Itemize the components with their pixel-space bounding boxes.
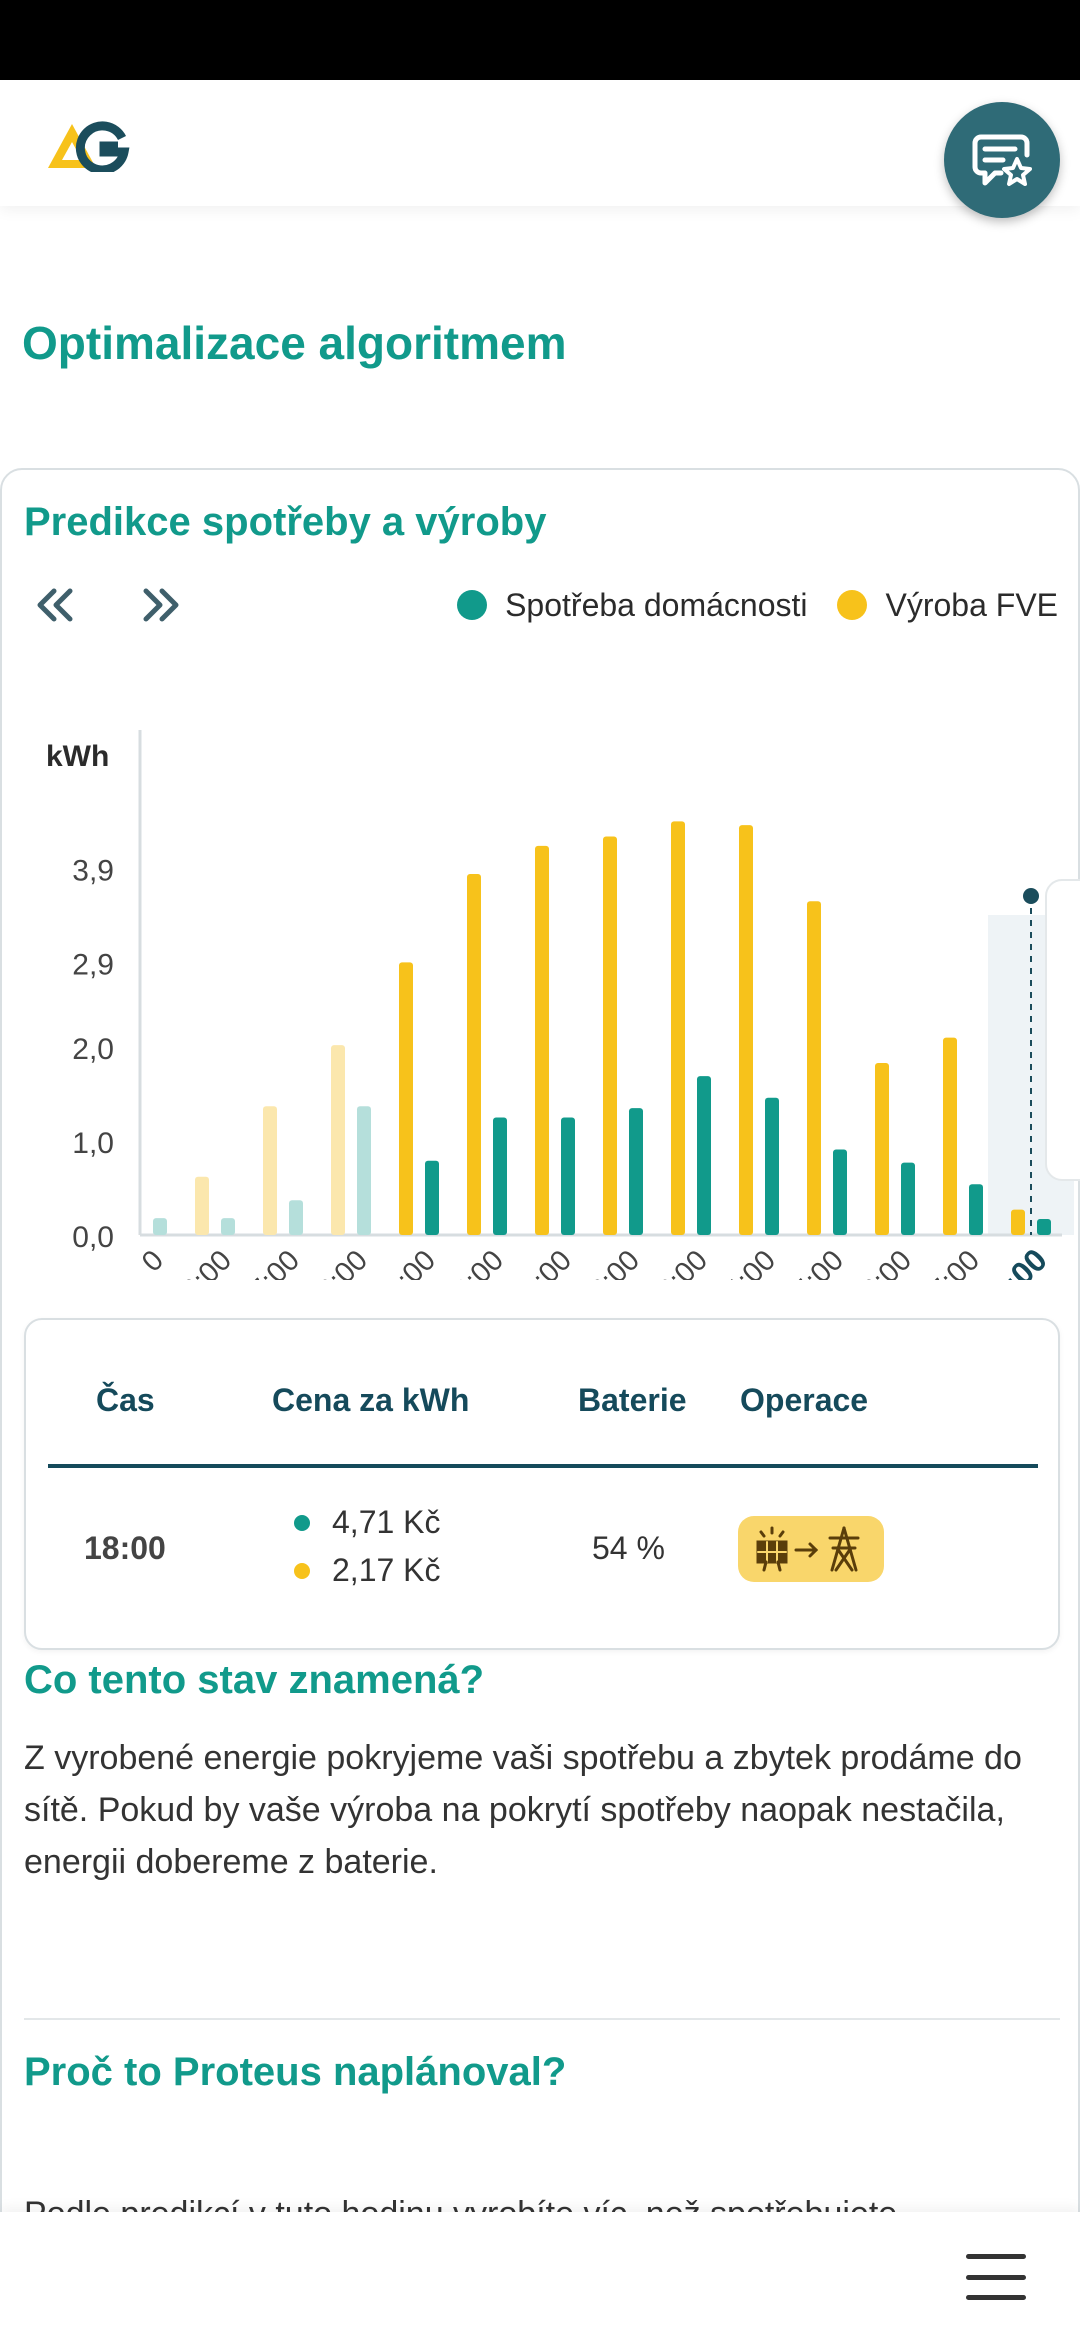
solar-to-grid-icon	[756, 1526, 860, 1572]
bar-production[interactable]	[331, 1045, 345, 1235]
legend-label-production: Výroba FVE	[885, 586, 1058, 623]
x-tick-label[interactable]: 08:00	[300, 1244, 374, 1280]
y-tick-label: 1,0	[72, 1127, 114, 1160]
meaning-text: Z vyrobené energie pokryjeme vaši spotře…	[24, 1739, 1022, 1881]
legend-label-consumption: Spotřeba domácnosti	[505, 586, 808, 623]
hour-detail-table: Čas Cena za kWh Baterie Operace 18:00 4,…	[24, 1318, 1060, 1650]
bar-production[interactable]	[739, 825, 753, 1235]
bar-consumption[interactable]	[153, 1218, 167, 1235]
card-title: Predikce spotřeby a výroby	[24, 500, 547, 544]
bar-production[interactable]	[399, 962, 413, 1235]
x-tick-label[interactable]: 17:00	[912, 1244, 986, 1280]
chart-legend: Spotřeba domácnosti Výroba FVE	[427, 580, 1058, 630]
bar-production[interactable]	[671, 821, 685, 1235]
x-tick-label[interactable]: 09:00	[368, 1244, 442, 1280]
x-tick-label[interactable]: 15:00	[776, 1244, 850, 1280]
legend-item-production[interactable]: Výroba FVE	[837, 587, 1058, 624]
bar-production[interactable]	[1011, 1209, 1025, 1235]
double-chevron-left-icon	[37, 588, 73, 622]
price-consumption-dot	[294, 1514, 310, 1531]
operation-badge[interactable]	[738, 1516, 884, 1582]
row-battery: 54 %	[592, 1530, 665, 1566]
bar-consumption[interactable]	[289, 1200, 303, 1235]
bar-consumption[interactable]	[425, 1160, 439, 1235]
legend-dot-production	[837, 590, 868, 620]
meaning-section-title: Co tento stav znamená?	[24, 1658, 485, 1702]
bar-production[interactable]	[195, 1176, 209, 1235]
bar-production[interactable]	[535, 845, 549, 1235]
bar-consumption[interactable]	[1037, 1219, 1051, 1235]
price-production: 2,17 Kč	[294, 1552, 441, 1589]
x-tick-label[interactable]: 18:00	[971, 1241, 1054, 1280]
why-section-title: Proč to Proteus naplánoval?	[24, 2050, 567, 2094]
next-period-button[interactable]	[132, 580, 192, 630]
row-time: 18:00	[84, 1530, 166, 1566]
previous-period-button[interactable]	[24, 580, 84, 630]
column-header-operation: Operace	[740, 1382, 869, 1418]
tooltip-edge	[1045, 879, 1080, 1181]
prediction-card: Predikce spotřeby a výroby Spotřeba domá…	[0, 468, 1080, 2340]
bar-consumption[interactable]	[901, 1162, 915, 1235]
y-tick-label: 2,9	[72, 948, 114, 981]
column-header-price: Cena za kWh	[272, 1382, 470, 1418]
bar-production[interactable]	[263, 1106, 277, 1235]
price-production-dot	[294, 1562, 310, 1579]
chat-star-icon	[972, 134, 1032, 186]
bar-production[interactable]	[875, 1062, 889, 1235]
y-tick-label: 0,0	[72, 1221, 114, 1254]
x-tick-label[interactable]: 12:00	[572, 1244, 646, 1280]
double-chevron-right-icon	[143, 588, 179, 622]
table-header-divider	[48, 1464, 1038, 1468]
x-tick-label[interactable]: 0	[136, 1244, 170, 1278]
page-title: Optimalizace algoritmem	[22, 317, 567, 369]
bar-consumption[interactable]	[221, 1218, 235, 1235]
hamburger-menu-icon[interactable]	[966, 2254, 1026, 2300]
column-header-time: Čas	[96, 1382, 155, 1418]
bar-consumption[interactable]	[833, 1149, 847, 1235]
y-tick-label: 2,0	[72, 1033, 114, 1066]
bar-consumption[interactable]	[493, 1117, 507, 1236]
x-tick-label[interactable]: 13:00	[640, 1244, 714, 1280]
column-header-battery: Baterie	[578, 1382, 687, 1418]
bar-production[interactable]	[467, 874, 481, 1235]
legend-item-consumption[interactable]: Spotřeba domácnosti	[457, 587, 807, 624]
x-tick-label[interactable]: 11:00	[506, 1244, 578, 1280]
prediction-bar-chart[interactable]: kWh0,01,02,02,93,9006:0007:0008:0009:001…	[2, 660, 1080, 1280]
price-consumption-value: 4,71 Kč	[332, 1504, 441, 1540]
legend-dot-consumption	[457, 590, 488, 620]
bottom-bar	[0, 2212, 1080, 2340]
plot-area: 006:0007:0008:0009:0010:0011:0012:0013:0…	[136, 821, 1054, 1280]
bar-consumption[interactable]	[969, 1184, 983, 1235]
selected-hour-dot	[1023, 888, 1039, 904]
price-consumption: 4,71 Kč	[294, 1504, 441, 1541]
bar-consumption[interactable]	[561, 1117, 575, 1236]
status-bar	[0, 0, 1080, 80]
bar-production[interactable]	[807, 901, 821, 1235]
bar-consumption[interactable]	[629, 1108, 643, 1235]
y-axis-label: kWh	[46, 740, 109, 773]
y-tick-label: 3,9	[72, 854, 114, 887]
x-tick-label[interactable]: 10:00	[436, 1244, 510, 1280]
app-bar	[0, 80, 1080, 218]
x-tick-label[interactable]: 14:00	[708, 1244, 782, 1280]
bar-consumption[interactable]	[697, 1076, 711, 1235]
x-tick-label[interactable]: 16:00	[844, 1244, 918, 1280]
bar-consumption[interactable]	[357, 1106, 371, 1235]
section-divider	[24, 2018, 1060, 2020]
bar-production[interactable]	[943, 1037, 957, 1235]
bar-consumption[interactable]	[765, 1097, 779, 1235]
chat-feedback-button[interactable]	[944, 102, 1060, 218]
x-tick-label[interactable]: 07:00	[232, 1244, 306, 1280]
bar-production[interactable]	[603, 836, 617, 1235]
price-production-value: 2,17 Kč	[332, 1552, 441, 1588]
x-tick-label[interactable]: 06:00	[164, 1244, 238, 1280]
ag-logo-icon[interactable]	[44, 116, 130, 172]
